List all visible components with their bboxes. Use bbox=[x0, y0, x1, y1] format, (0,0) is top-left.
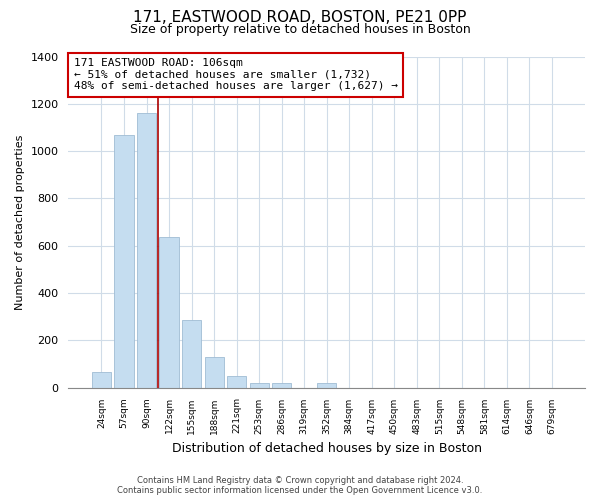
Text: 171, EASTWOOD ROAD, BOSTON, PE21 0PP: 171, EASTWOOD ROAD, BOSTON, PE21 0PP bbox=[133, 10, 467, 25]
Bar bbox=[272, 383, 291, 388]
Bar bbox=[250, 383, 269, 388]
X-axis label: Distribution of detached houses by size in Boston: Distribution of detached houses by size … bbox=[172, 442, 482, 455]
Bar bbox=[115, 134, 134, 388]
Text: 171 EASTWOOD ROAD: 106sqm
← 51% of detached houses are smaller (1,732)
48% of se: 171 EASTWOOD ROAD: 106sqm ← 51% of detac… bbox=[74, 58, 398, 92]
Bar bbox=[182, 320, 201, 388]
Bar bbox=[160, 238, 179, 388]
Text: Size of property relative to detached houses in Boston: Size of property relative to detached ho… bbox=[130, 22, 470, 36]
Text: Contains HM Land Registry data © Crown copyright and database right 2024.
Contai: Contains HM Land Registry data © Crown c… bbox=[118, 476, 482, 495]
Bar bbox=[317, 383, 336, 388]
Bar bbox=[205, 357, 224, 388]
Bar bbox=[227, 376, 246, 388]
Bar bbox=[92, 372, 111, 388]
Y-axis label: Number of detached properties: Number of detached properties bbox=[15, 134, 25, 310]
Bar bbox=[137, 114, 156, 388]
